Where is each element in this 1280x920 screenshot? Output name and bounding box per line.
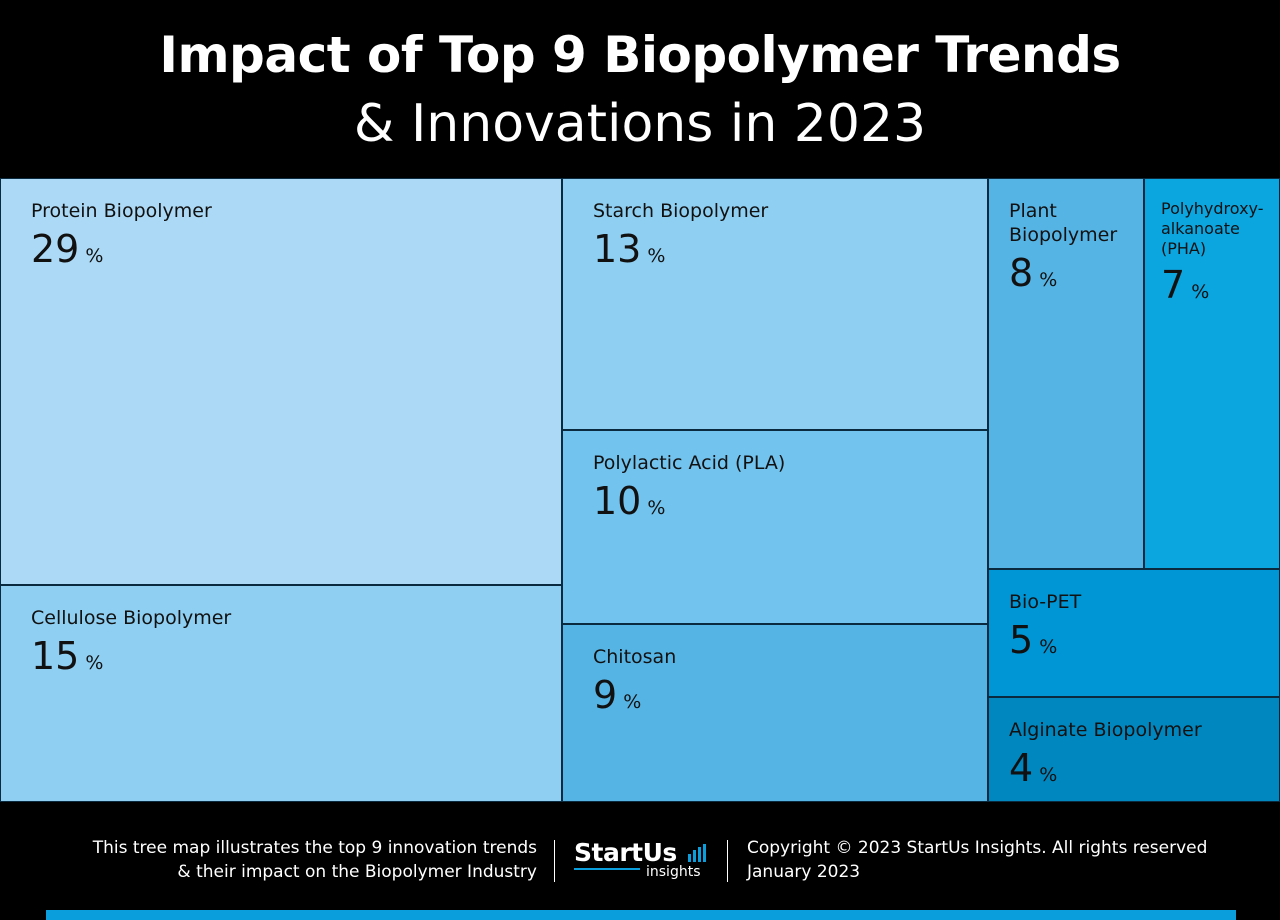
footer-copyright-block: Copyright © 2023 StartUs Insights. All r…	[747, 836, 1207, 884]
tile-value-number: 5	[1009, 618, 1034, 662]
tile-value: 7%	[1161, 265, 1209, 312]
tile-value-unit: %	[1191, 281, 1210, 303]
tile-value: 9%	[593, 675, 641, 722]
tile-value-unit: %	[1039, 764, 1058, 786]
footer-divider-left	[554, 840, 555, 882]
treemap-tile-polylactic-acid-pla: Polylactic Acid (PLA) 10%	[562, 430, 988, 624]
treemap-tile-starch-biopolymer: Starch Biopolymer 13%	[562, 178, 988, 430]
treemap-tile-polyhydroxy-alkanoate-pha: Polyhydroxy- alkanoate (PHA) 7%	[1144, 178, 1280, 569]
tile-value: 5%	[1009, 620, 1057, 667]
tile-value-unit: %	[623, 691, 642, 713]
tile-label: Alginate Biopolymer	[1009, 719, 1202, 741]
treemap-tile-cellulose-biopolymer: Cellulose Biopolymer 15%	[0, 585, 562, 802]
tile-value: 10%	[593, 481, 665, 528]
tile-value: 29%	[31, 229, 103, 276]
treemap-tile-protein-biopolymer: Protein Biopolymer 29%	[0, 178, 562, 585]
tile-value-unit: %	[1039, 269, 1058, 291]
chart-title: Impact of Top 9 Biopolymer Trends	[159, 26, 1121, 84]
tile-value: 13%	[593, 229, 665, 276]
footer-description-line1: This tree map illustrates the top 9 inno…	[92, 838, 537, 858]
tile-label: Cellulose Biopolymer	[31, 607, 232, 629]
treemap-tile-bio-pet: Bio-PET 5%	[988, 569, 1280, 697]
logo-subtitle: insights	[646, 864, 701, 880]
tile-label: Protein Biopolymer	[31, 200, 212, 222]
treemap-tile-plant-biopolymer: Plant Biopolymer 8%	[988, 178, 1144, 569]
tile-value-unit: %	[85, 652, 104, 674]
tile-label: Starch Biopolymer	[593, 200, 769, 222]
logo-underline	[574, 868, 640, 870]
footer: This tree map illustrates the top 9 inno…	[0, 802, 1280, 920]
date-text: January 2023	[747, 862, 861, 882]
tile-value-number: 13	[593, 227, 642, 271]
tile-value-unit: %	[647, 245, 666, 267]
tile-label: Polyhydroxy- alkanoate (PHA)	[1161, 199, 1264, 258]
footer-description: This tree map illustrates the top 9 inno…	[93, 836, 537, 884]
chart-header: Impact of Top 9 Biopolymer Trends & Inno…	[0, 0, 1280, 178]
tile-label: Bio-PET	[1009, 591, 1082, 613]
logo-name: StartUs	[574, 838, 677, 867]
tile-label: Plant Biopolymer	[1009, 200, 1118, 246]
tile-label: Chitosan	[593, 646, 677, 668]
copyright-text: Copyright © 2023 StartUs Insights. All r…	[747, 838, 1208, 858]
tile-value-unit: %	[1039, 636, 1058, 658]
accent-bar	[46, 910, 1236, 920]
tile-label: Polylactic Acid (PLA)	[593, 452, 786, 474]
treemap: Protein Biopolymer 29% Cellulose Biopolyme…	[0, 178, 1280, 802]
tile-value: 4%	[1009, 748, 1057, 795]
tile-value: 15%	[31, 636, 103, 683]
treemap-tile-chitosan: Chitosan 9%	[562, 624, 988, 802]
footer-description-line2: & their impact on the Biopolymer Industr…	[177, 862, 537, 882]
footer-divider-right	[727, 840, 728, 882]
tile-value-number: 7	[1161, 263, 1186, 307]
tile-value-number: 15	[31, 634, 80, 678]
tile-value-number: 8	[1009, 251, 1034, 295]
tile-value-unit: %	[647, 497, 666, 519]
tile-value-number: 9	[593, 673, 618, 717]
tile-value-number: 10	[593, 479, 642, 523]
chart-subtitle: & Innovations in 2023	[353, 94, 927, 154]
tile-value: 8%	[1009, 253, 1057, 300]
tile-value-number: 4	[1009, 746, 1034, 790]
treemap-tile-alginate-biopolymer: Alginate Biopolymer 4%	[988, 697, 1280, 802]
bar-chart-icon	[688, 844, 706, 862]
tile-value-unit: %	[85, 245, 104, 267]
startus-logo: StartUs insights	[574, 838, 714, 888]
tile-value-number: 29	[31, 227, 80, 271]
